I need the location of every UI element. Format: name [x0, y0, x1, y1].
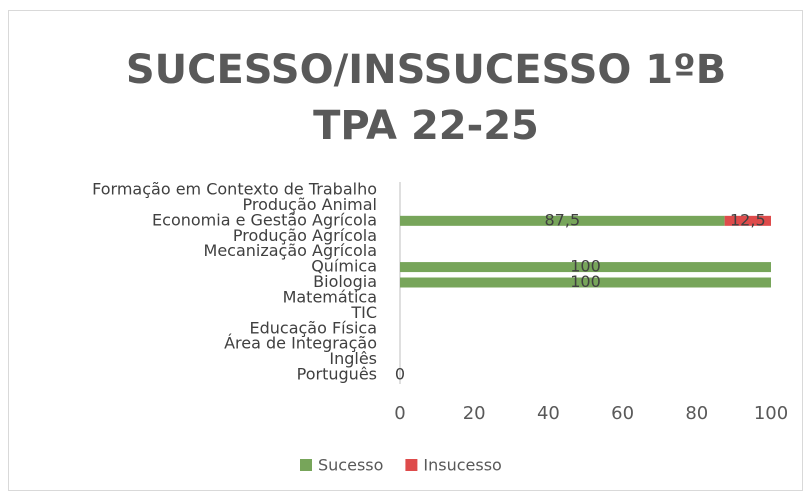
x-tick-label: 20: [463, 403, 486, 424]
x-tick-label: 0: [394, 403, 405, 424]
y-tick-label: Mecanização Agrícola: [204, 241, 377, 260]
chart-title: SUCESSO/INSSUCESSO 1ºB: [126, 47, 726, 93]
legend-label: Insucesso: [423, 456, 501, 475]
y-tick-label: Produção Agrícola: [233, 226, 377, 245]
x-tick-label: 60: [611, 403, 634, 424]
y-tick-label: Área de Integração: [224, 334, 377, 353]
x-tick-label: 40: [537, 403, 560, 424]
y-tick-label: Formação em Contexto de Trabalho: [92, 180, 377, 199]
y-tick-label: Produção Animal: [242, 195, 377, 214]
x-tick-label: 100: [754, 403, 788, 424]
legend-swatch: [300, 459, 312, 471]
data-label: 100: [570, 257, 601, 276]
legend-label: Sucesso: [318, 456, 383, 475]
chart-border: [8, 10, 803, 491]
legend-swatch: [405, 459, 418, 471]
y-tick-label: TIC: [350, 303, 377, 322]
y-tick-label: Educação Física: [249, 318, 377, 337]
chart-title: TPA 22-25: [313, 103, 539, 149]
data-label: 12,5: [730, 210, 766, 229]
bar: [400, 215, 725, 226]
y-tick-label: Química: [311, 257, 377, 276]
x-tick-label: 80: [685, 403, 708, 424]
bar: [400, 277, 771, 288]
data-label: 0: [395, 365, 405, 384]
y-tick-label: Biologia: [313, 272, 377, 291]
data-label: 87,5: [545, 210, 581, 229]
y-tick-label: Inglês: [329, 349, 377, 368]
y-tick-label: Economia e Gestão Agrícola: [152, 210, 377, 229]
data-label: 100: [570, 272, 601, 291]
y-tick-label: Matemática: [283, 287, 377, 306]
y-tick-label: Português: [297, 365, 377, 384]
bar: [724, 215, 771, 226]
bar: [400, 262, 771, 273]
